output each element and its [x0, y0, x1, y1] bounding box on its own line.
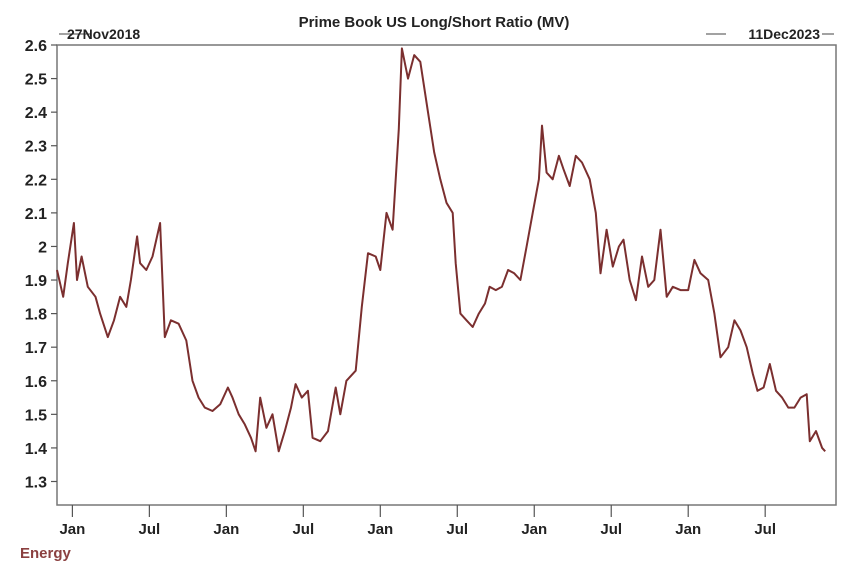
y-tick-label: 1.7	[25, 340, 47, 357]
x-axis: Jan Jul Jan Jul Jan Jul Jan Jul Jan Jul	[59, 505, 776, 538]
x-tick-label: Jan	[59, 521, 85, 538]
y-tick-label: 2.6	[25, 38, 47, 55]
end-date-label: 11Dec2023	[748, 26, 820, 42]
y-tick-label: 2.1	[25, 206, 47, 223]
x-tick-label: Jul	[754, 521, 776, 538]
x-tick-label: Jul	[446, 521, 468, 538]
y-tick-label: 1.5	[25, 407, 47, 424]
y-tick-label: 1.3	[25, 474, 47, 491]
y-tick-label: 1.6	[25, 374, 47, 391]
chart-title: Prime Book US Long/Short Ratio (MV)	[299, 14, 570, 31]
x-tick-label: Jan	[521, 521, 547, 538]
x-tick-label: Jan	[213, 521, 239, 538]
y-tick-label: 2.5	[25, 72, 47, 89]
x-tick-label: Jul	[600, 521, 622, 538]
y-axis: 2.6 2.5 2.4 2.3 2.2 2.1 2 1.9 1.8 1.7 1.6 1.5 1.4 1.3	[25, 38, 57, 491]
y-tick-label: 2.3	[25, 139, 47, 156]
y-tick-label: 2.4	[25, 105, 47, 122]
y-tick-label: 2	[38, 239, 47, 256]
plot-area	[56, 44, 837, 506]
x-tick-label: Jul	[139, 521, 161, 538]
y-tick-label: 1.9	[25, 273, 47, 290]
x-tick-label: Jul	[292, 521, 314, 538]
legend-energy: Energy	[20, 545, 72, 562]
x-tick-label: Jan	[675, 521, 701, 538]
start-date-label: 27Nov2018	[67, 26, 140, 42]
y-tick-label: 2.2	[25, 172, 47, 189]
x-tick-label: Jan	[367, 521, 393, 538]
series-line-energy	[56, 47, 826, 453]
y-tick-label: 1.8	[25, 307, 47, 324]
y-tick-label: 1.4	[25, 441, 47, 458]
